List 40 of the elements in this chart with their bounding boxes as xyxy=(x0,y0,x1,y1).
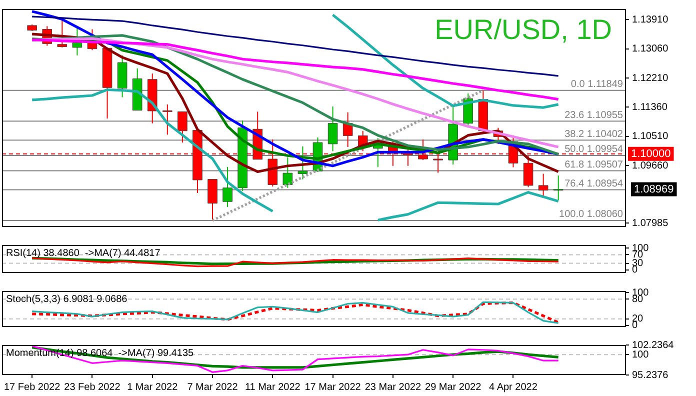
chart-title: Stoch(5,3,3) 6.9081 9.0686 xyxy=(6,294,128,305)
x-tick-label: 17 Mar 2022 xyxy=(304,382,362,393)
y-tick-label: 1.12210 xyxy=(632,72,669,84)
candlestick xyxy=(538,173,548,197)
chart-title: EUR/USD, 1D xyxy=(434,14,612,45)
candlestick xyxy=(162,104,172,136)
candlestick xyxy=(298,146,308,180)
x-tick-label: 23 Mar 2022 xyxy=(364,382,422,393)
candlestick xyxy=(282,156,293,188)
candlestick xyxy=(178,111,188,144)
ref-line-label: 76.4 1.08954 xyxy=(564,178,624,190)
x-tick-label: 4 Apr 2022 xyxy=(489,382,538,393)
candlestick xyxy=(553,175,564,201)
y-tick-label: 95.2376 xyxy=(632,370,669,381)
x-tick-label: 1 Mar 2022 xyxy=(127,382,178,393)
y-tick-label: 1.07985 xyxy=(632,218,669,229)
x-tick-label: 17 Feb 2022 xyxy=(4,382,61,393)
y-tick-label: 1.09660 xyxy=(632,160,669,172)
candlestick xyxy=(328,106,338,152)
y-tick-label: 1.10510 xyxy=(632,131,669,142)
y-tick-label: 100 xyxy=(632,349,650,360)
x-tick-label: 11 Mar 2022 xyxy=(244,382,301,393)
chart-title: RSI(14) 38.4860 ->MA(7) 44.4817 xyxy=(6,248,161,259)
ref-line-label: 61.8 1.09507 xyxy=(564,160,624,171)
ref-line-label: 100.0 1.08060 xyxy=(559,209,624,220)
ref-line-label: 1.10000 xyxy=(631,148,671,160)
ref-line-label: 38.2 1.10402 xyxy=(564,128,624,140)
ref-line-label: 50.0 1.09954 xyxy=(564,144,624,156)
ref-line-label: 0.0 1.11849 xyxy=(570,79,624,90)
text: 1.08969 xyxy=(634,183,674,196)
candlestick xyxy=(222,166,232,208)
line-series xyxy=(211,89,484,222)
x-tick-label: 7 Mar 2022 xyxy=(187,382,238,393)
y-tick-label: 1.11360 xyxy=(632,102,668,113)
y-tick-label: 1.13910 xyxy=(632,14,669,26)
y-tick-label: 102.2364 xyxy=(632,340,674,351)
ref-line-label: 23.6 1.10955 xyxy=(564,110,624,121)
y-tick-label: 1.13060 xyxy=(632,44,669,55)
x-tick-label: 23 Feb 2022 xyxy=(64,382,121,393)
x-tick-label: 29 Mar 2022 xyxy=(425,382,482,393)
